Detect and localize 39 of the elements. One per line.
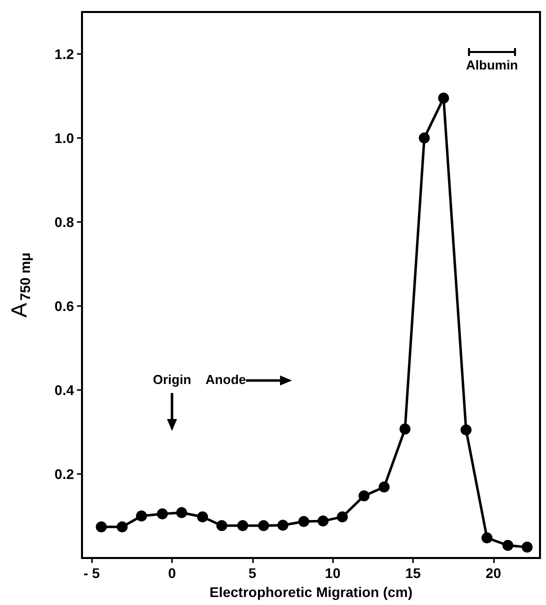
point bbox=[258, 520, 270, 532]
x-tick-label: 15 bbox=[405, 565, 422, 581]
x-axis-title: Electrophoretic Migration (cm) bbox=[209, 584, 413, 600]
point bbox=[298, 516, 310, 527]
point bbox=[216, 520, 228, 532]
point bbox=[136, 510, 147, 522]
point bbox=[358, 490, 370, 502]
y-tick-label: 0.4 bbox=[54, 382, 74, 398]
point bbox=[237, 520, 248, 532]
point bbox=[460, 424, 472, 436]
x-tick-label: 0 bbox=[168, 565, 176, 581]
y-tick-label: 1.0 bbox=[54, 130, 74, 146]
point bbox=[197, 511, 208, 522]
point bbox=[277, 520, 288, 531]
annotation: Anode bbox=[206, 372, 246, 387]
point bbox=[418, 132, 430, 144]
point bbox=[400, 424, 411, 435]
point bbox=[438, 92, 450, 104]
point bbox=[318, 516, 329, 527]
y-tick-label: 1.2 bbox=[54, 46, 74, 62]
point bbox=[336, 511, 348, 522]
point bbox=[522, 542, 533, 553]
point bbox=[481, 532, 492, 544]
y-axis-title: A750 mμ bbox=[6, 252, 33, 318]
x-tick-label: - 5 bbox=[83, 565, 100, 581]
point bbox=[378, 482, 390, 493]
y-tick-label: 0.6 bbox=[54, 298, 74, 314]
x-tick-label: 20 bbox=[486, 565, 502, 581]
point bbox=[96, 521, 107, 532]
x-tick-label: 10 bbox=[324, 565, 341, 581]
annotation: Albumin bbox=[466, 58, 518, 73]
x-tick-label: 5 bbox=[248, 565, 256, 581]
annotation: Origin bbox=[152, 372, 192, 387]
point bbox=[156, 508, 168, 520]
y-tick-label: 0.2 bbox=[54, 466, 74, 482]
y-tick-label: 0.8 bbox=[54, 214, 74, 230]
point bbox=[116, 521, 128, 532]
point bbox=[176, 507, 188, 518]
point bbox=[502, 540, 514, 551]
